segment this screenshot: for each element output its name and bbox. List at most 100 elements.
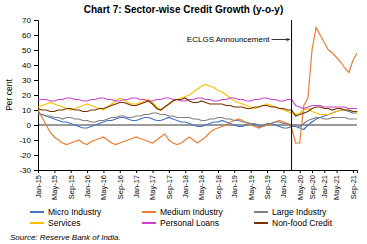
x-tick: Sep-21 <box>349 170 358 199</box>
chart-title: Chart 7: Sector-wise Credit Growth (y-o-… <box>84 4 283 15</box>
x-tick-label: Jan-16 <box>83 175 92 198</box>
y-axis-title: Per cent <box>4 79 14 111</box>
x-tick: Jan-18 <box>181 170 190 198</box>
y-tick-mark <box>34 20 38 21</box>
x-tick-label: May-17 <box>148 175 157 200</box>
x-tick: Sep-20 <box>308 170 317 199</box>
x-tick-label: Sep-15 <box>67 175 76 199</box>
legend-item: Services <box>30 218 81 228</box>
y-tick: 30 <box>22 76 38 85</box>
x-tick-mark <box>87 170 88 173</box>
legend-label: Micro Industry <box>48 207 102 217</box>
x-tick-label: Sep-20 <box>308 175 317 199</box>
x-tick-label: Sep-16 <box>116 175 125 199</box>
x-tick-label: Jan-21 <box>320 175 329 198</box>
y-tick-label: 10 <box>22 106 31 115</box>
x-tick: May-21 <box>332 170 341 200</box>
x-tick-mark <box>103 170 104 173</box>
y-tick-label: 50 <box>22 46 31 55</box>
y-tick-mark <box>34 125 38 126</box>
x-tick: Sep-17 <box>165 170 174 199</box>
x-tick-mark <box>337 170 338 173</box>
legend-item: Micro Industry <box>30 207 102 217</box>
x-tick-label: Sep-18 <box>214 175 223 199</box>
y-tick-label: -30 <box>19 166 31 175</box>
x-tick-mark <box>353 170 354 173</box>
y-tick-mark <box>34 170 38 171</box>
x-tick-label: May-19 <box>247 175 256 200</box>
x-tick-label: May-18 <box>197 175 206 200</box>
y-tick-mark <box>34 140 38 141</box>
x-tick-mark <box>185 170 186 173</box>
x-tick-label: Jan-17 <box>132 175 141 198</box>
x-axis-line <box>39 171 358 174</box>
y-tick-label: -10 <box>19 136 31 145</box>
y-tick: 0 <box>27 121 38 130</box>
series-line <box>38 110 357 130</box>
x-tick: May-15 <box>50 170 59 200</box>
x-tick: Jan-16 <box>83 170 92 198</box>
x-tick-label: Jan-18 <box>181 175 190 198</box>
legend: Micro Industry Medium Industry Large Indus… <box>30 207 333 228</box>
x-tick-label: May-20 <box>296 175 305 200</box>
y-tick: -30 <box>19 166 38 175</box>
x-tick-label: Sep-17 <box>165 175 174 199</box>
x-tick-mark <box>169 170 170 173</box>
legend-label: Large Industry <box>272 207 327 217</box>
x-tick: Sep-19 <box>263 170 272 199</box>
y-tick-label: 0 <box>27 121 32 130</box>
x-tick: May-20 <box>296 170 305 200</box>
legend-swatch <box>30 211 44 213</box>
chart-container: -30-20-10010203040506070Jan-15May-15Sep-… <box>0 0 367 244</box>
x-tick-mark <box>120 170 121 173</box>
chart-svg: -30-20-10010203040506070Jan-15May-15Sep-… <box>0 0 367 244</box>
x-tick-label: Sep-19 <box>263 175 272 199</box>
y-tick-mark <box>34 80 38 81</box>
x-tick: May-17 <box>148 170 157 200</box>
y-tick-mark <box>34 35 38 36</box>
y-tick: 70 <box>22 16 38 25</box>
y-tick-label: 30 <box>22 76 31 85</box>
y-tick-mark <box>34 50 38 51</box>
legend-label: Personal Loans <box>160 218 219 228</box>
x-tick: Jan-17 <box>132 170 141 198</box>
x-tick-mark <box>54 170 55 173</box>
x-tick: Sep-18 <box>214 170 223 199</box>
y-tick-label: -20 <box>19 151 31 160</box>
x-tick: Jan-21 <box>320 170 329 198</box>
x-tick-mark <box>234 170 235 173</box>
y-tick-mark <box>34 95 38 96</box>
x-tick-mark <box>324 170 325 173</box>
x-tick: Jan-19 <box>230 170 239 198</box>
source-note: Source: Reserve Bank of India. <box>10 233 121 242</box>
x-tick: May-19 <box>247 170 256 200</box>
legend-label: Services <box>48 218 81 228</box>
legend-swatch <box>30 222 44 224</box>
x-tick: Sep-15 <box>67 170 76 199</box>
y-tick-label: 70 <box>22 16 31 25</box>
series-line <box>38 98 357 116</box>
x-tick-label: Sep-21 <box>349 175 358 199</box>
x-tick-mark <box>312 170 313 173</box>
x-tick-mark <box>283 170 284 173</box>
legend-swatch <box>254 211 268 213</box>
x-tick-label: Jan-20 <box>279 175 288 198</box>
x-tick: Jan-15 <box>34 170 43 198</box>
x-tick: Jan-20 <box>279 170 288 198</box>
x-tick-mark <box>153 170 154 173</box>
x-tick-mark <box>300 170 301 173</box>
y-tick: -10 <box>19 136 38 145</box>
x-tick: May-16 <box>99 170 108 200</box>
legend-item: Medium Industry <box>142 207 224 217</box>
x-tick-mark <box>251 170 252 173</box>
x-tick-label: Jan-19 <box>230 175 239 198</box>
y-axis-line <box>34 21 39 171</box>
y-tick: 20 <box>22 91 38 100</box>
legend-swatch <box>254 222 268 224</box>
y-tick: 60 <box>22 31 38 40</box>
plot-area: -30-20-10010203040506070Jan-15May-15Sep-… <box>19 16 357 200</box>
x-tick: Sep-16 <box>116 170 125 199</box>
y-tick-mark <box>34 110 38 111</box>
x-tick-mark <box>202 170 203 173</box>
legend-item: Non-food Credit <box>254 218 333 228</box>
